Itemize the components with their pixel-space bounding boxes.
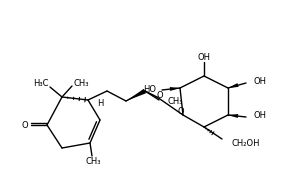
Text: CH₃: CH₃ [85, 157, 101, 165]
Polygon shape [228, 114, 238, 118]
Text: HO: HO [143, 85, 156, 94]
Text: CH₃: CH₃ [74, 79, 89, 87]
Text: O: O [22, 121, 28, 129]
Text: H₃C: H₃C [33, 79, 49, 89]
Text: CH₃: CH₃ [167, 98, 183, 106]
Text: O: O [157, 90, 163, 100]
Text: H: H [97, 98, 103, 108]
Polygon shape [170, 87, 180, 91]
Polygon shape [228, 83, 239, 88]
Text: OH: OH [254, 111, 267, 121]
Text: OH: OH [197, 52, 210, 62]
Text: O: O [178, 106, 184, 115]
Polygon shape [126, 89, 146, 101]
Text: OH: OH [254, 77, 267, 85]
Text: CH₂OH: CH₂OH [232, 140, 260, 148]
